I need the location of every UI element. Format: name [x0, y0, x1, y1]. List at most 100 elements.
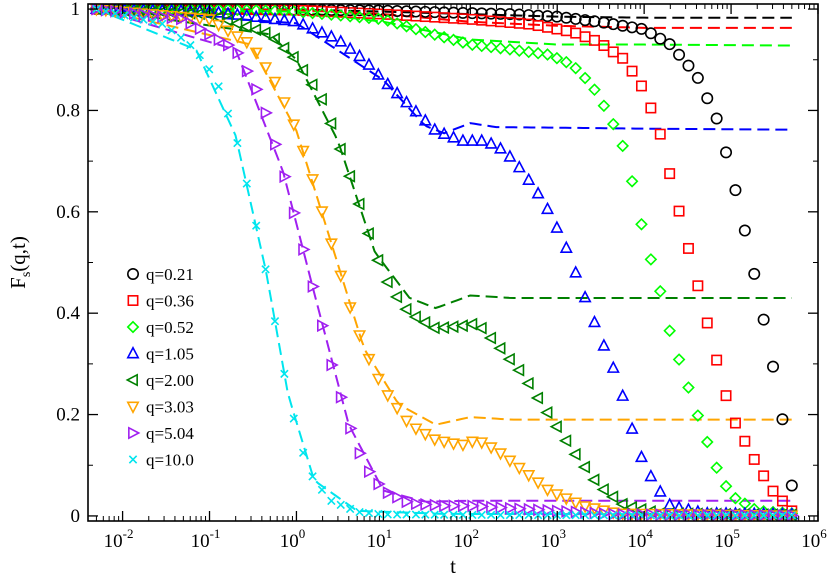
data-point: [147, 9, 161, 23]
data-point: [653, 484, 667, 497]
data-point: [558, 434, 572, 448]
data-point: [483, 331, 497, 345]
data-point: [286, 50, 299, 64]
data-point: [276, 41, 290, 55]
data-point: [493, 341, 506, 355]
data-point: [456, 439, 470, 453]
data-point: [372, 12, 385, 26]
data-point: [504, 501, 518, 515]
data-point: [353, 48, 367, 62]
data-point: [786, 508, 800, 521]
data-point: [541, 10, 554, 23]
data-point: [701, 92, 714, 105]
data-point: [739, 508, 753, 521]
data-point: [673, 48, 686, 61]
data-point: [315, 25, 329, 38]
data-point: [232, 46, 245, 60]
x-tick-label: 104: [627, 526, 653, 552]
data-point: [522, 172, 536, 185]
x-tick-label-exponent: 6: [820, 526, 827, 541]
data-point: [176, 33, 186, 42]
data-point: [267, 32, 280, 46]
data-point: [521, 376, 534, 390]
data-point: [542, 21, 553, 33]
data-point: [559, 493, 573, 506]
data-point: [315, 206, 329, 219]
data-point: [729, 491, 742, 505]
data-point: [240, 8, 254, 21]
data-point: [353, 330, 367, 343]
data-point: [371, 67, 385, 80]
series-q-2-00: [88, 4, 797, 521]
data-point: [682, 381, 695, 394]
data-point: [540, 406, 553, 420]
data-point: [719, 509, 733, 521]
data-point: [682, 242, 694, 254]
data-point: [664, 168, 676, 180]
data-point: [457, 499, 471, 513]
data-point: [569, 497, 583, 510]
x-tick-label-exponent: 0: [299, 526, 306, 541]
data-point: [127, 7, 141, 20]
data-point: [560, 11, 573, 24]
data-point: [495, 501, 508, 515]
data-point: [317, 319, 330, 333]
data-point: [456, 36, 470, 49]
data-point: [417, 315, 431, 329]
data-point: [587, 314, 602, 328]
data-point: [673, 205, 685, 217]
data-point: [314, 92, 327, 106]
data-point: [484, 136, 498, 149]
data-point: [759, 511, 768, 520]
data-point: [597, 338, 611, 351]
data-point: [580, 511, 590, 520]
data-point: [522, 9, 535, 22]
data-point: [719, 479, 733, 493]
data-point: [569, 265, 583, 278]
legend-label: q=0.36: [146, 292, 194, 311]
data-point: [663, 324, 676, 338]
y-tick-label: 1: [71, 0, 81, 20]
data-point: [139, 15, 148, 24]
data-point: [364, 508, 374, 518]
data-point: [465, 436, 479, 449]
data-point: [439, 499, 452, 513]
data-points-layer: [88, 4, 800, 521]
data-point: [522, 45, 536, 59]
y-tick-label: 0: [71, 506, 81, 527]
data-point: [757, 510, 771, 521]
data-point: [475, 437, 489, 450]
legend-label: q=3.03: [146, 398, 194, 417]
legend-label: q=5.04: [146, 424, 194, 443]
data-point: [287, 13, 301, 27]
data-point: [279, 170, 292, 184]
legend-label: q=1.05: [146, 345, 194, 364]
data-point: [738, 224, 751, 237]
series-q-0-52: [90, 4, 799, 520]
data-point: [268, 4, 282, 18]
data-point: [458, 510, 468, 520]
data-point: [409, 104, 423, 117]
data-point: [240, 37, 254, 50]
series-q-1-05: [89, 4, 799, 520]
data-point: [383, 510, 392, 519]
data-point: [239, 20, 252, 34]
data-point: [381, 14, 395, 27]
data-point: [465, 133, 479, 146]
legend-label: q=0.52: [146, 318, 194, 337]
data-point: [334, 270, 348, 283]
data-point: [277, 97, 291, 110]
data-point: [270, 137, 283, 151]
data-point: [148, 17, 158, 26]
x-tick-label-base: 10: [367, 531, 386, 552]
data-point: [577, 460, 591, 474]
data-point: [748, 267, 761, 280]
data-point: [616, 139, 630, 153]
x-tick-label-exponent: 1: [386, 526, 393, 541]
data-point: [569, 12, 582, 25]
data-point: [616, 388, 630, 401]
data-point: [343, 9, 357, 23]
data-point: [268, 11, 282, 25]
data-point: [343, 41, 357, 54]
